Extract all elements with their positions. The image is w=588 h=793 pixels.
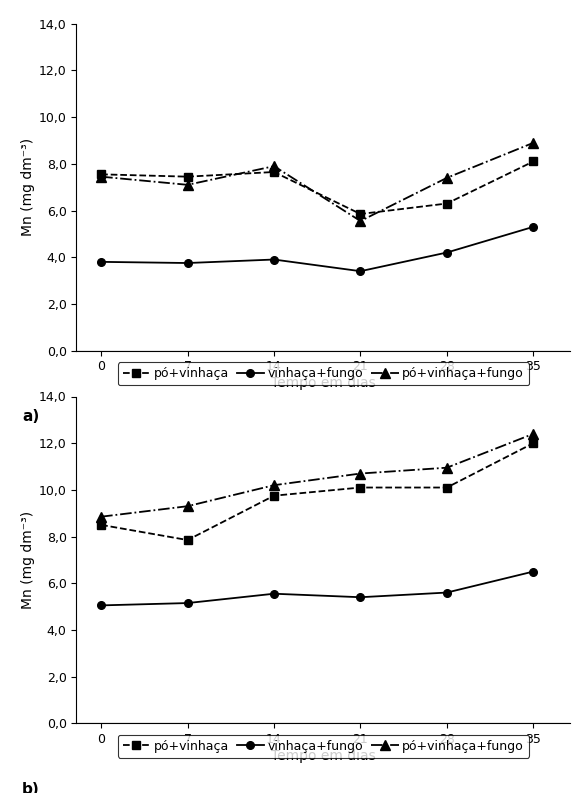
Legend: pó+vinhaça, vinhaça+fungo, pó+vinhaça+fungo: pó+vinhaça, vinhaça+fungo, pó+vinhaça+fu… bbox=[118, 735, 529, 758]
X-axis label: Tempo em dias: Tempo em dias bbox=[271, 749, 376, 763]
Y-axis label: Mn (mg dm⁻³): Mn (mg dm⁻³) bbox=[21, 511, 35, 609]
Y-axis label: Mn (mg dm⁻³): Mn (mg dm⁻³) bbox=[21, 138, 35, 236]
Text: a): a) bbox=[22, 409, 39, 424]
Legend: pó+vinhaça, vinhaça+fungo, pó+vinhaça+fungo: pó+vinhaça, vinhaça+fungo, pó+vinhaça+fu… bbox=[118, 362, 529, 385]
X-axis label: Tempo em dias: Tempo em dias bbox=[271, 376, 376, 390]
Text: b): b) bbox=[22, 782, 40, 793]
